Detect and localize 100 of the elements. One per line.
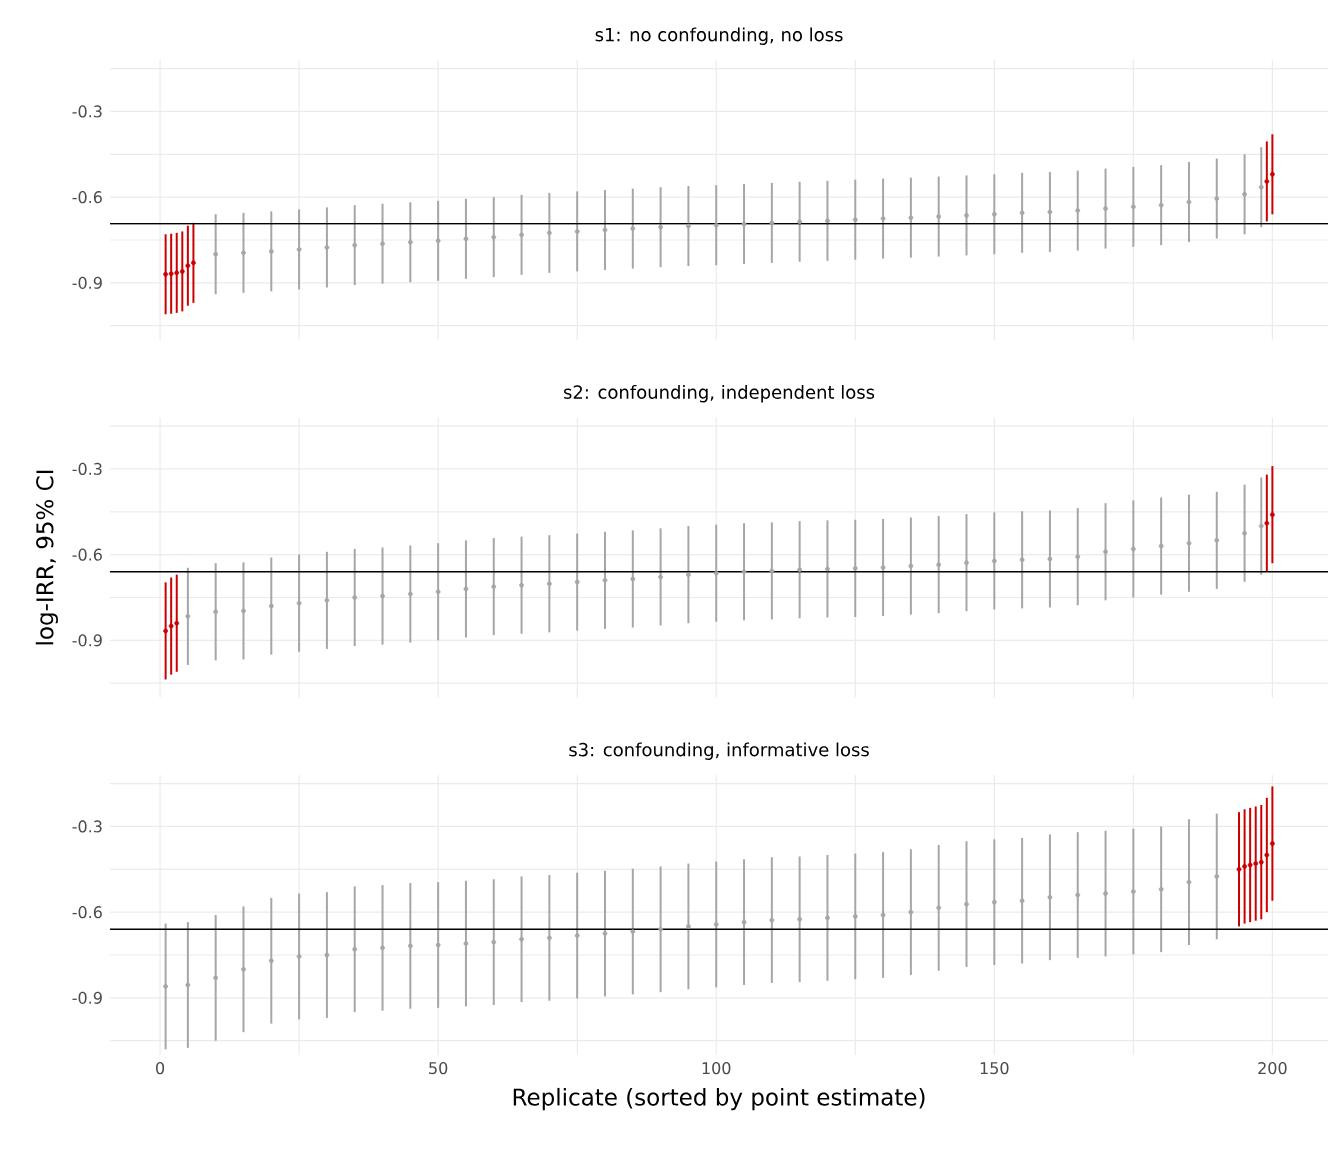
point (463, 236, 469, 242)
point (174, 270, 180, 276)
y-tick-label: -0.6 (72, 191, 102, 204)
point (1258, 523, 1264, 529)
point (241, 608, 246, 614)
point (519, 582, 524, 588)
point (1214, 196, 1220, 201)
y-tick-label: -0.9 (72, 276, 102, 289)
point (168, 623, 174, 629)
point (1247, 862, 1253, 868)
point (658, 224, 664, 230)
point (185, 263, 191, 269)
point (602, 577, 608, 583)
point (519, 232, 524, 238)
point (1242, 864, 1247, 869)
point (1103, 549, 1108, 555)
point (825, 915, 830, 921)
point (1158, 886, 1164, 892)
point (713, 922, 719, 927)
point (686, 223, 691, 229)
point (825, 218, 830, 224)
point (1075, 892, 1081, 898)
point (936, 562, 942, 568)
point (296, 247, 302, 252)
point (880, 565, 886, 570)
point (1258, 184, 1264, 190)
point (185, 982, 191, 988)
point (630, 929, 636, 934)
point (991, 211, 997, 217)
point (713, 570, 719, 576)
point (964, 901, 969, 907)
y-tick-label: -0.6 (72, 548, 102, 561)
point (491, 584, 497, 590)
point (191, 260, 196, 266)
point (1019, 898, 1025, 904)
point (1236, 866, 1242, 872)
point (880, 912, 886, 918)
point (213, 609, 219, 615)
point (1264, 520, 1270, 526)
point (1047, 556, 1053, 562)
point (268, 958, 274, 964)
point (380, 241, 385, 247)
point (1103, 891, 1108, 896)
point (213, 251, 219, 257)
point (352, 946, 358, 952)
y-axis-title: log-IRR, 95% CI (35, 470, 58, 645)
point (880, 216, 886, 221)
point (519, 936, 524, 942)
point (686, 572, 691, 578)
point (964, 560, 969, 566)
point (769, 917, 775, 923)
point (964, 213, 969, 218)
point (1130, 204, 1136, 210)
point (407, 591, 413, 597)
point (1270, 171, 1275, 177)
point (630, 226, 636, 231)
point (769, 220, 775, 226)
point (546, 935, 552, 941)
point (324, 952, 330, 958)
x-tick-label: 50 (429, 1062, 448, 1075)
point (407, 239, 413, 245)
point (574, 933, 580, 938)
point (630, 576, 636, 582)
point (908, 215, 914, 221)
point (991, 558, 997, 564)
point (741, 221, 747, 227)
point (741, 919, 747, 925)
point (602, 931, 608, 936)
point (574, 579, 580, 585)
point (1242, 191, 1247, 197)
point (936, 905, 942, 911)
chart-title: s3: confounding, informative loss (569, 742, 869, 760)
point (241, 966, 246, 972)
point (769, 568, 775, 574)
point (1269, 512, 1275, 518)
point (241, 250, 246, 256)
point (1019, 210, 1025, 216)
point (1075, 554, 1081, 560)
y-tick-label: -0.3 (72, 105, 102, 118)
x-tick-label: 100 (702, 1062, 731, 1075)
point (1047, 209, 1053, 215)
point (1253, 861, 1259, 866)
point (713, 222, 719, 228)
point (1258, 859, 1264, 865)
point (991, 899, 997, 905)
point (491, 234, 497, 240)
point (163, 271, 169, 277)
point (797, 567, 803, 573)
point (463, 941, 469, 946)
point (1186, 879, 1192, 885)
point (1075, 208, 1081, 213)
point (213, 975, 219, 981)
chart-title: s1: no confounding, no loss (595, 27, 843, 45)
point (1158, 543, 1164, 549)
point (296, 954, 302, 959)
y-tick-label: -0.9 (72, 991, 102, 1004)
point (686, 924, 691, 929)
point (852, 565, 858, 571)
point (179, 269, 185, 274)
point (185, 613, 191, 619)
